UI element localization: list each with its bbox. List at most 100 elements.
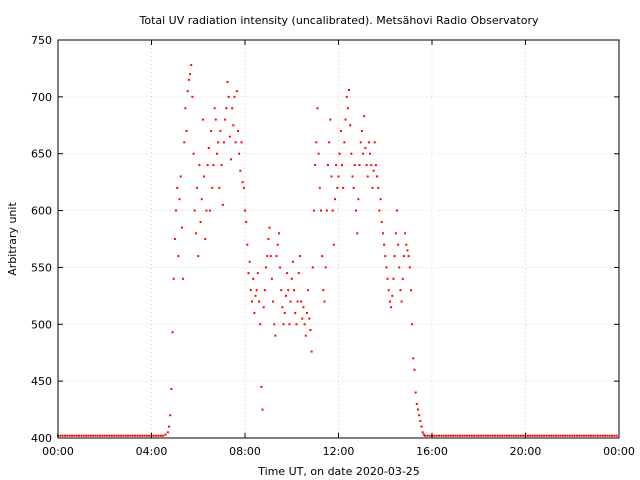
- data-point: [582, 434, 585, 437]
- data-point: [277, 232, 280, 235]
- data-point: [421, 431, 424, 434]
- data-point: [599, 434, 602, 437]
- data-point: [304, 334, 307, 337]
- data-point: [115, 434, 118, 437]
- data-point: [298, 255, 301, 258]
- data-point: [204, 238, 207, 240]
- data-point: [270, 277, 273, 280]
- data-point: [297, 272, 300, 275]
- data-point: [529, 434, 532, 437]
- data-point: [210, 129, 213, 132]
- data-point: [587, 434, 590, 437]
- data-point: [615, 434, 618, 437]
- data-point: [152, 434, 155, 437]
- data-point: [352, 186, 355, 189]
- data-point: [207, 147, 210, 150]
- data-point: [367, 141, 370, 144]
- data-point: [400, 300, 403, 303]
- data-point: [206, 164, 209, 167]
- data-point: [423, 434, 426, 437]
- data-point: [594, 434, 597, 437]
- data-point: [110, 434, 113, 437]
- data-point: [415, 402, 418, 405]
- data-point: [388, 300, 391, 303]
- data-point: [365, 164, 368, 167]
- data-point: [89, 434, 92, 437]
- data-point: [373, 141, 376, 144]
- data-point: [268, 226, 271, 229]
- data-point: [470, 434, 473, 437]
- data-point: [258, 300, 261, 303]
- data-point: [505, 434, 508, 437]
- data-point: [290, 277, 293, 280]
- data-point: [381, 232, 384, 235]
- data-point: [291, 260, 294, 263]
- data-point: [266, 255, 269, 258]
- data-point: [526, 434, 529, 437]
- data-point: [120, 434, 123, 437]
- data-point: [384, 255, 387, 258]
- data-point: [143, 434, 146, 437]
- data-point: [288, 323, 291, 326]
- data-point: [282, 323, 285, 326]
- data-point: [260, 385, 263, 388]
- data-point: [68, 434, 71, 437]
- data-point: [314, 164, 317, 167]
- data-point: [192, 152, 195, 155]
- data-point: [608, 434, 611, 437]
- data-point: [411, 323, 414, 326]
- data-point: [491, 434, 494, 437]
- data-point: [252, 277, 255, 280]
- data-point: [224, 118, 227, 121]
- data-point: [550, 434, 553, 437]
- data-point: [321, 255, 324, 258]
- data-point: [217, 141, 220, 144]
- data-point: [219, 129, 222, 132]
- data-point: [273, 323, 276, 326]
- data-point: [75, 434, 78, 437]
- data-point: [294, 311, 297, 314]
- data-point: [592, 434, 595, 437]
- data-point: [336, 186, 339, 189]
- data-point: [459, 434, 462, 437]
- data-point: [344, 118, 347, 121]
- data-point: [463, 434, 466, 437]
- data-point: [554, 434, 557, 437]
- data-point: [131, 434, 134, 437]
- data-point: [386, 277, 389, 280]
- data-point: [221, 203, 224, 206]
- data-point: [197, 255, 200, 258]
- data-point: [201, 118, 204, 121]
- x-tick-labels: 00:00 04:00 08:00 12:00 16:00 20:00 00:00: [42, 445, 635, 458]
- data-point: [440, 434, 443, 437]
- data-point: [251, 300, 254, 303]
- data-point: [211, 186, 214, 189]
- data-point: [183, 141, 186, 144]
- data-point: [220, 164, 223, 167]
- data-point: [227, 95, 230, 98]
- data-point: [164, 433, 167, 436]
- data-point: [364, 147, 367, 150]
- y-tick-label: 550: [31, 261, 52, 274]
- data-point: [566, 434, 569, 437]
- chart-title: Total UV radiation intensity (uncalibrat…: [139, 14, 539, 27]
- data-point: [338, 152, 341, 155]
- data-point: [378, 209, 381, 212]
- data-point: [234, 141, 237, 144]
- data-point: [323, 300, 326, 303]
- data-point: [401, 277, 404, 280]
- x-tick-label: 00:00: [603, 445, 635, 458]
- data-point: [286, 272, 289, 275]
- data-point: [387, 289, 390, 292]
- data-point: [122, 434, 125, 437]
- data-point: [222, 141, 225, 144]
- data-point: [377, 186, 380, 189]
- data-point: [422, 433, 425, 436]
- data-point: [231, 107, 234, 110]
- data-point: [348, 89, 351, 92]
- data-point: [194, 232, 197, 235]
- data-point: [372, 169, 375, 172]
- data-point: [255, 289, 258, 292]
